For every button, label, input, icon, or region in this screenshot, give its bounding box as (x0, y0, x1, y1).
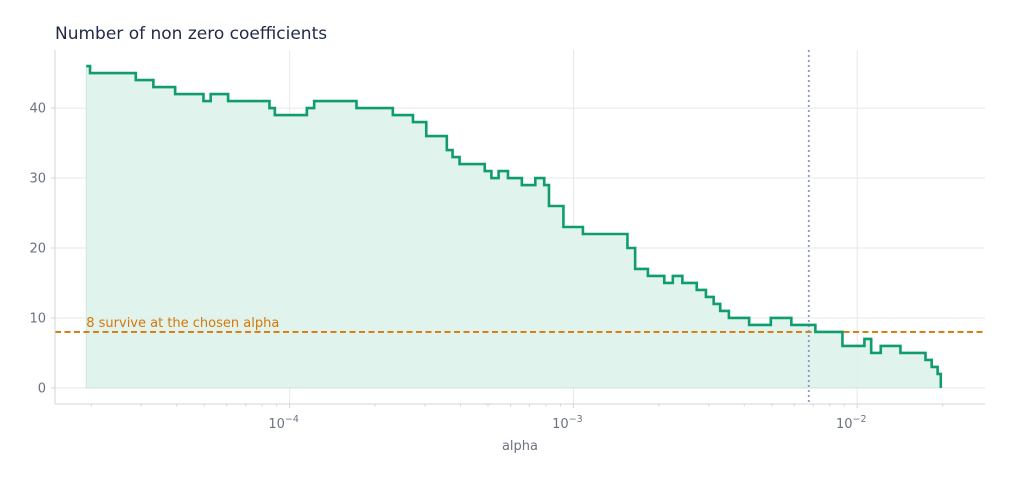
y-tick-label: 0 (38, 381, 46, 396)
x-tick-label: 10−3 (552, 414, 583, 432)
fill-layer (85, 65, 942, 389)
series-layer (86, 64, 943, 388)
series-step-line (86, 64, 943, 388)
axes (51, 50, 985, 408)
y-tick-label: 40 (29, 102, 46, 117)
x-tick-label: 10−4 (268, 414, 299, 432)
y-tick-label: 30 (29, 172, 46, 187)
x-axis-label: alpha (502, 439, 538, 454)
y-tick-label: 20 (29, 241, 46, 256)
x-tick-label: 10−2 (836, 414, 867, 432)
labels: alpha 0 10 20 30 40 10−4 10−3 10−2 8 survive at … (29, 102, 866, 454)
y-tick-label: 10 (29, 311, 46, 326)
series-fill-area (85, 65, 942, 389)
chart-title: Number of non zero coefficients (55, 24, 328, 44)
annotation-label: 8 survive at the chosen alpha (86, 316, 279, 331)
